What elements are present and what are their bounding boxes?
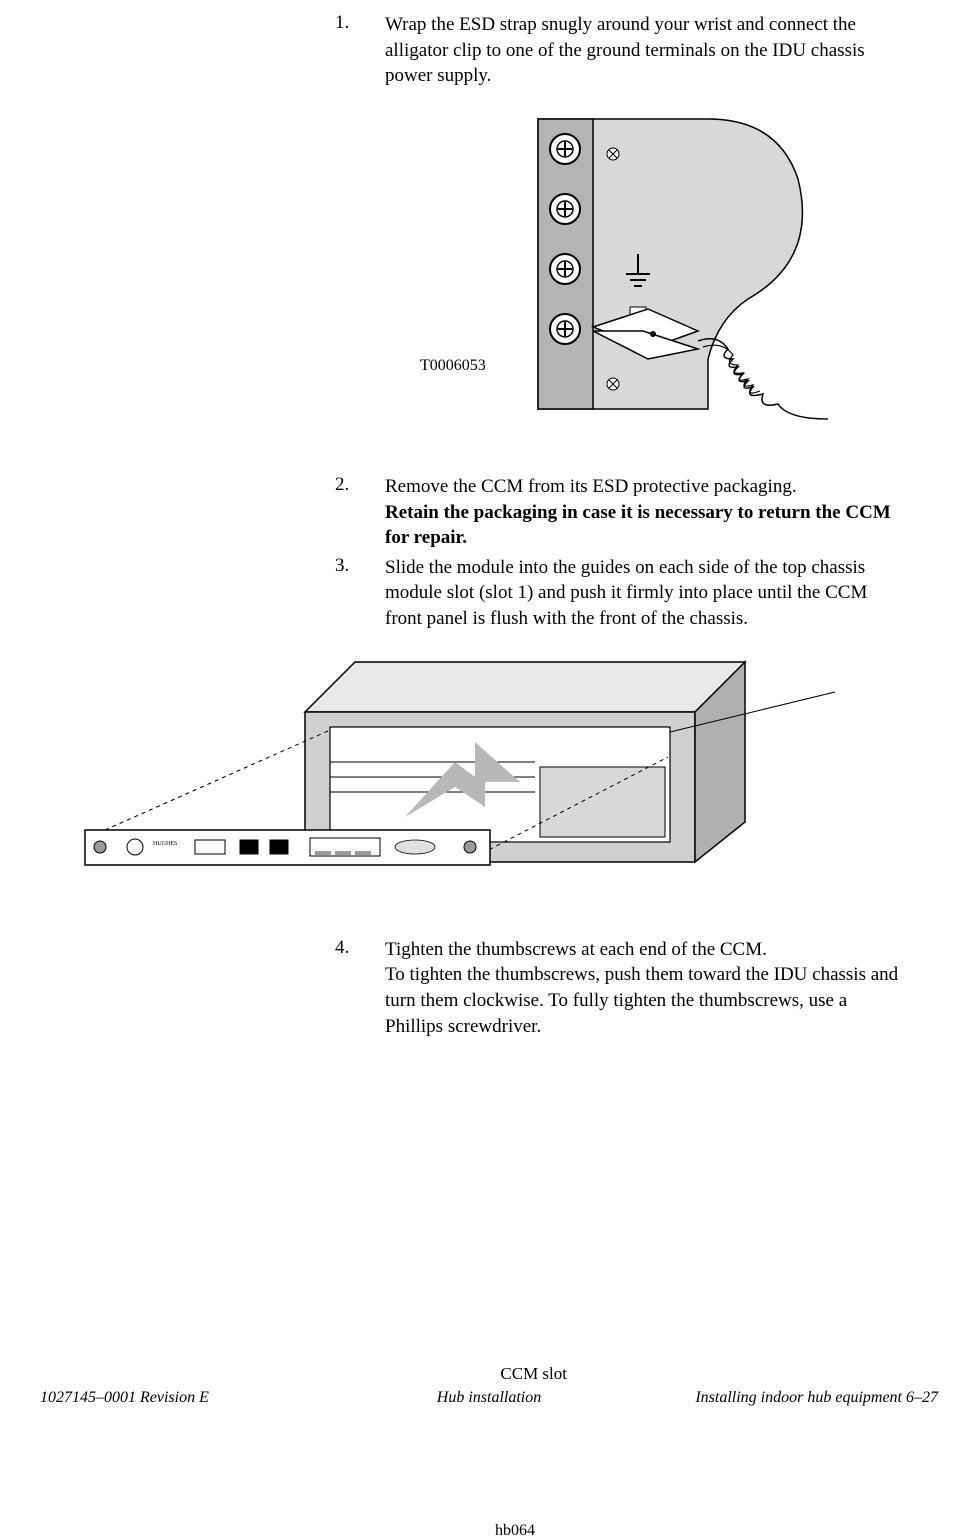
svg-text:HUGHES: HUGHES	[153, 841, 177, 847]
figure-ccm-slot: HUGHES CCM slot hb064	[45, 652, 610, 907]
figure-2-ccm-slot-label: CCM slot	[500, 1364, 567, 1384]
step-text: Slide the module into the guides on each…	[385, 555, 900, 632]
page-footer: 1027145–0001 Revision E Hub installation…	[40, 1389, 938, 1407]
step-text: Wrap the ESD strap snugly around your wr…	[385, 12, 900, 89]
step-2: 2. Remove the CCM from its ESD protectiv…	[335, 474, 900, 551]
step-number: 2.	[335, 474, 385, 551]
footer-left: 1027145–0001 Revision E	[40, 1389, 209, 1407]
step-4-body: Tighten the thumbscrews at each end of t…	[385, 939, 767, 960]
figure-1-id-label: T0006053	[420, 357, 486, 375]
step-4: 4. Tighten the thumbscrews at each end o…	[335, 937, 900, 1040]
step-1: 1. Wrap the ESD strap snugly around your…	[335, 12, 900, 89]
footer-right: Installing indoor hub equipment 6–27	[695, 1389, 938, 1407]
esd-diagram-svg	[398, 109, 838, 429]
step-text: Tighten the thumbscrews at each end of t…	[385, 937, 900, 1040]
step-2-body: Remove the CCM from its ESD protective p…	[385, 476, 797, 497]
document-content: 1. Wrap the ESD strap snugly around your…	[335, 12, 900, 1043]
step-number: 1.	[335, 12, 385, 89]
footer-center: Hub installation	[437, 1389, 541, 1407]
figure-2-id-label: hb064	[495, 1522, 535, 1540]
figure-esd-clip: T0006053	[335, 109, 900, 434]
step-number: 3.	[335, 555, 385, 632]
chassis-diagram-svg: HUGHES	[45, 652, 925, 902]
step-3: 3. Slide the module into the guides on e…	[335, 555, 900, 632]
step-number: 4.	[335, 937, 385, 1040]
step-2-bold: Retain the packaging in case it is neces…	[385, 502, 891, 549]
step-4-body-2: To tighten the thumbscrews, push them to…	[385, 964, 898, 1036]
step-text: Remove the CCM from its ESD protective p…	[385, 474, 900, 551]
